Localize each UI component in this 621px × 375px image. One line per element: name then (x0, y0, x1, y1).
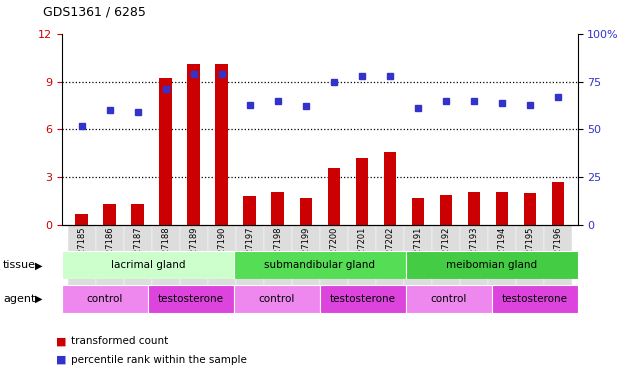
Bar (104, 204, 116, 225)
Bar (234, 285, 320, 313)
Text: transformed count: transformed count (71, 336, 169, 346)
Text: ▶: ▶ (35, 260, 42, 270)
Text: control: control (259, 294, 295, 304)
Bar (234, 251, 406, 279)
Bar (327, 168, 340, 225)
Bar (348, 225, 376, 298)
Bar (488, 225, 516, 298)
Bar (468, 192, 480, 225)
Bar (208, 225, 236, 298)
Bar (320, 225, 348, 298)
Bar (460, 225, 488, 298)
Bar (376, 225, 404, 298)
Text: ▶: ▶ (35, 294, 42, 304)
Bar (148, 285, 234, 313)
Text: control: control (430, 294, 467, 304)
Text: testosterone: testosterone (502, 294, 568, 304)
Bar (243, 196, 256, 225)
Bar (62, 285, 148, 313)
Bar (320, 285, 406, 313)
Text: control: control (87, 294, 123, 304)
Text: testosterone: testosterone (158, 294, 224, 304)
Bar (62, 251, 234, 279)
Bar (160, 78, 172, 225)
Text: testosterone: testosterone (330, 294, 396, 304)
Text: ■: ■ (56, 336, 66, 346)
Text: submandibular gland: submandibular gland (265, 260, 375, 270)
Bar (516, 225, 544, 298)
Bar (440, 195, 452, 225)
Bar (299, 198, 312, 225)
Bar (75, 214, 88, 225)
Text: lacrimal gland: lacrimal gland (111, 260, 185, 270)
Bar (384, 152, 396, 225)
Bar (551, 182, 564, 225)
Bar (524, 193, 536, 225)
Text: GDS1361 / 6285: GDS1361 / 6285 (43, 6, 147, 19)
Bar (236, 225, 264, 298)
Bar (406, 285, 492, 313)
Bar (264, 225, 292, 298)
Bar (432, 225, 460, 298)
Text: agent: agent (3, 294, 35, 304)
Text: percentile rank within the sample: percentile rank within the sample (71, 355, 247, 365)
Bar (406, 251, 578, 279)
Text: ■: ■ (56, 355, 66, 365)
Bar (152, 225, 179, 298)
Bar (271, 192, 284, 225)
Bar (356, 158, 368, 225)
Bar (179, 225, 208, 298)
Bar (292, 225, 320, 298)
Bar (124, 225, 152, 298)
Bar (188, 64, 200, 225)
Bar (215, 64, 228, 225)
Bar (492, 285, 578, 313)
Text: meibomian gland: meibomian gland (446, 260, 537, 270)
Text: tissue: tissue (3, 260, 36, 270)
Bar (496, 192, 508, 225)
Bar (544, 225, 572, 298)
Bar (68, 225, 96, 298)
Bar (404, 225, 432, 298)
Bar (412, 198, 424, 225)
Bar (96, 225, 124, 298)
Bar (132, 204, 144, 225)
